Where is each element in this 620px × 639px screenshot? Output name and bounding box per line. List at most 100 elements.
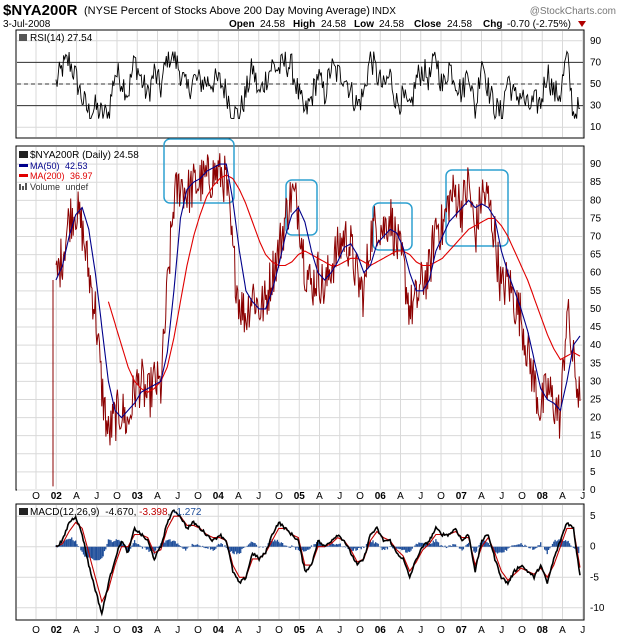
- ma200-series-line: [107, 174, 581, 393]
- x-tick-label: J: [418, 625, 423, 636]
- open-label: Open: [229, 19, 255, 30]
- price-legend-label: $NYA200R (Daily) 24.58: [30, 150, 139, 161]
- y-tick-label: 20: [590, 413, 602, 424]
- y-tick-label: 80: [590, 195, 602, 206]
- x-tick-label: O: [113, 625, 121, 636]
- svg-text:MA(50) 42.53: MA(50) 42.53: [30, 161, 88, 171]
- x-tick-label: O: [518, 625, 526, 636]
- ma50-legend-swatch: [19, 164, 28, 167]
- histogram-legend-value: -1.272: [173, 507, 202, 518]
- symbol-title: $NYA200R: [3, 2, 78, 19]
- x-tick-label: J: [337, 625, 342, 636]
- exchange-label: INDX: [372, 6, 396, 17]
- rsi-legend: RSI(14) 27.54: [19, 33, 93, 44]
- x-tick-label: J: [256, 491, 261, 502]
- low-value: 24.58: [379, 19, 404, 30]
- x-tick-label: A: [154, 491, 161, 502]
- y-tick-label: 45: [590, 322, 602, 333]
- y-tick-label: 55: [590, 286, 602, 297]
- x-tick-label: 05: [294, 491, 306, 502]
- y-tick-label: 30: [590, 376, 602, 387]
- y-tick-label: 0: [590, 542, 596, 553]
- x-tick-label: O: [194, 491, 202, 502]
- y-tick-label: 70: [590, 232, 602, 243]
- quote-strip: Open 24.58 High 24.58 Low 24.58 Close 24…: [229, 19, 586, 30]
- y-tick-label: 10: [590, 449, 602, 460]
- y-tick-label: 15: [590, 431, 602, 442]
- svg-text:MACD(12,26,9) -4.670, -3: MACD(12,26,9) -4.670, -3.398, -1.272: [30, 507, 202, 518]
- x-tick-label: 08: [537, 625, 549, 636]
- x-tick-label: O: [437, 491, 445, 502]
- volume-legend-name: Volume: [30, 182, 60, 192]
- y-tick-label: 50: [590, 304, 602, 315]
- x-tick-label: 06: [375, 491, 387, 502]
- ma50-series-line: [55, 163, 581, 419]
- x-tick-label: J: [94, 625, 99, 636]
- x-tick-label: A: [316, 625, 323, 636]
- x-tick-label: J: [256, 625, 261, 636]
- svg-text:Volume undef: Volume undef: [30, 182, 89, 192]
- x-tick-label: 08: [537, 491, 549, 502]
- close-value: 24.58: [447, 19, 472, 30]
- ma200-legend-value: 36.97: [70, 171, 93, 181]
- price-layer: [52, 138, 581, 487]
- x-tick-label: J: [580, 491, 585, 502]
- y-tick-label: 5: [590, 511, 596, 522]
- x-tick-label: O: [275, 625, 283, 636]
- x-tick-label: O: [356, 625, 364, 636]
- x-tick-label: A: [154, 625, 161, 636]
- x-tick-label: 03: [132, 625, 144, 636]
- x-tick-label: O: [194, 625, 202, 636]
- x-tick-label: 07: [456, 491, 468, 502]
- x-tick-label: J: [175, 625, 180, 636]
- high-label: High: [293, 19, 315, 30]
- volume-legend-icon: [19, 183, 27, 190]
- macd-legend-value: -4.670: [105, 507, 134, 518]
- x-tick-label: O: [113, 491, 121, 502]
- x-tick-label: J: [580, 625, 585, 636]
- rsi-legend-swatch: [19, 34, 27, 41]
- x-tick-label: A: [235, 625, 242, 636]
- svg-text:MA(200) 36.97: MA(200) 36.97: [30, 171, 93, 181]
- x-tick-label: O: [32, 625, 40, 636]
- down-arrow-icon: [578, 21, 586, 27]
- price-legend-swatch: [19, 151, 28, 158]
- x-tick-label: O: [437, 625, 445, 636]
- x-tick-label: O: [356, 491, 364, 502]
- x-tick-label: 04: [213, 625, 225, 636]
- y-tick-label: 25: [590, 394, 602, 405]
- y-tick-label: 50: [590, 79, 602, 90]
- macd-legend-title: MACD(12,26,9): [30, 507, 99, 518]
- signal-legend-value: -3.398: [139, 507, 168, 518]
- price-series-line: [55, 153, 581, 446]
- x-tick-label: A: [316, 491, 323, 502]
- rsi-legend-label: RSI(14) 27.54: [30, 33, 93, 44]
- quote-date: 3-Jul-2008: [3, 19, 51, 30]
- rsi-layer: [55, 50, 581, 121]
- x-tick-label: 04: [213, 491, 225, 502]
- ma50-legend-value: 42.53: [65, 161, 88, 171]
- y-tick-label: 30: [590, 101, 602, 112]
- macd-legend-swatch: [19, 508, 28, 515]
- x-tick-label: J: [499, 491, 504, 502]
- ma50-legend-name: MA(50): [30, 161, 60, 171]
- x-tick-label: 02: [51, 625, 63, 636]
- symbol-description: (NYSE Percent of Stocks Above 200 Day Mo…: [84, 5, 370, 17]
- x-tick-label: J: [418, 491, 423, 502]
- x-tick-label: A: [73, 491, 80, 502]
- x-tick-label: 03: [132, 491, 144, 502]
- x-tick-label: O: [518, 491, 526, 502]
- axis-layer: OO0202AAJJOO0303AAJJOO0404AAJJOO0505AAJJ…: [32, 36, 605, 636]
- y-tick-label: 65: [590, 250, 602, 261]
- volume-legend-value: undef: [66, 182, 89, 192]
- x-tick-label: 06: [375, 625, 387, 636]
- y-tick-label: 0: [590, 485, 596, 496]
- x-tick-label: J: [499, 625, 504, 636]
- x-tick-label: 02: [51, 491, 63, 502]
- y-tick-label: 35: [590, 358, 602, 369]
- x-tick-label: J: [337, 491, 342, 502]
- high-value: 24.58: [321, 19, 346, 30]
- chg-label: Chg: [483, 19, 502, 30]
- highlight-box: [163, 138, 235, 204]
